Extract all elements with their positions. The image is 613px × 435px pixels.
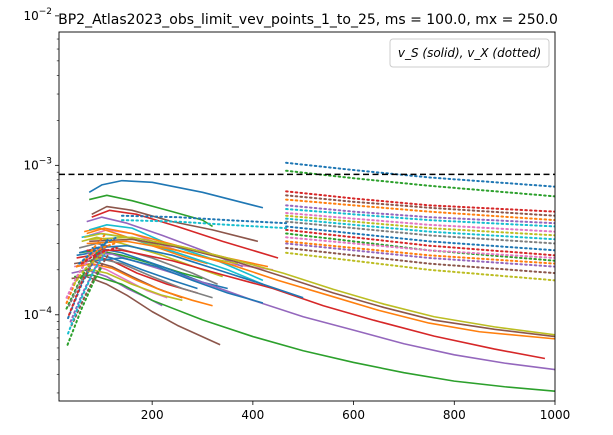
series-dotted-45 (285, 246, 555, 275)
series-dotted-41 (285, 220, 555, 245)
series-dotted-43 (285, 225, 555, 252)
series-dotted-58 (70, 254, 109, 327)
series-dotted-60 (68, 246, 106, 307)
series-dotted-63 (66, 265, 103, 346)
x-tick-label: 1000 (540, 408, 571, 422)
chart-title: BP2_Atlas2023_obs_limit_vev_points_1_to_… (58, 12, 558, 28)
series-solid-24 (74, 274, 555, 393)
legend: v_S (solid), v_X (dotted) (389, 38, 550, 68)
series-dotted-49 (285, 217, 555, 241)
series-dotted-44 (285, 228, 555, 257)
y-tick-label: 10−2 (23, 7, 52, 23)
x-tick-label: 200 (141, 408, 164, 422)
series-solid-28 (89, 238, 555, 338)
x-tick-label: 800 (443, 408, 466, 422)
series-dotted-34 (285, 194, 555, 217)
series-solid-25 (86, 251, 555, 371)
series-dotted-62 (67, 254, 106, 335)
series-dotted-35 (285, 190, 555, 213)
series-solid-30 (91, 244, 304, 299)
series-dotted-57 (69, 249, 108, 323)
x-tick-label: 400 (241, 408, 264, 422)
series-dotted-32 (285, 161, 555, 188)
series-solid-26 (86, 249, 546, 360)
series-layer (65, 161, 555, 393)
series-solid-7 (88, 224, 264, 282)
series-solid-1 (89, 194, 214, 228)
series-dotted-39 (285, 211, 555, 233)
series-dotted-65 (78, 236, 118, 265)
series-dotted-48 (285, 240, 555, 265)
series-solid-0 (88, 179, 264, 209)
axis-layer: 200 400 600 800 1000 10−4 10−3 10−2 (23, 7, 570, 422)
series-dotted-66 (80, 246, 118, 265)
series-dotted-50 (285, 251, 555, 282)
plot-frame (58, 31, 556, 402)
series-dotted-64 (75, 242, 116, 268)
series-dotted-38 (285, 204, 555, 225)
series-solid-31 (94, 257, 264, 304)
x-tick-label: 600 (342, 408, 365, 422)
series-solid-22 (71, 275, 221, 346)
series-dotted-37 (285, 208, 555, 228)
series-dotted-42 (285, 232, 555, 262)
series-dotted-36 (285, 198, 555, 222)
series-solid-20 (81, 269, 183, 302)
series-dotted-47 (285, 242, 555, 268)
legend-entry: v_S (solid), v_X (dotted) (398, 46, 541, 60)
series-dotted-61 (73, 251, 106, 286)
y-tick-label: 10−4 (23, 306, 52, 322)
y-tick-label: 10−3 (23, 156, 52, 172)
series-dotted-52 (120, 219, 288, 230)
series-dotted-46 (285, 236, 555, 259)
series-dotted-40 (285, 214, 555, 237)
series-solid-27 (86, 240, 555, 340)
series-solid-29 (89, 236, 555, 336)
series-dotted-51 (120, 214, 288, 225)
legend-box (389, 38, 550, 68)
